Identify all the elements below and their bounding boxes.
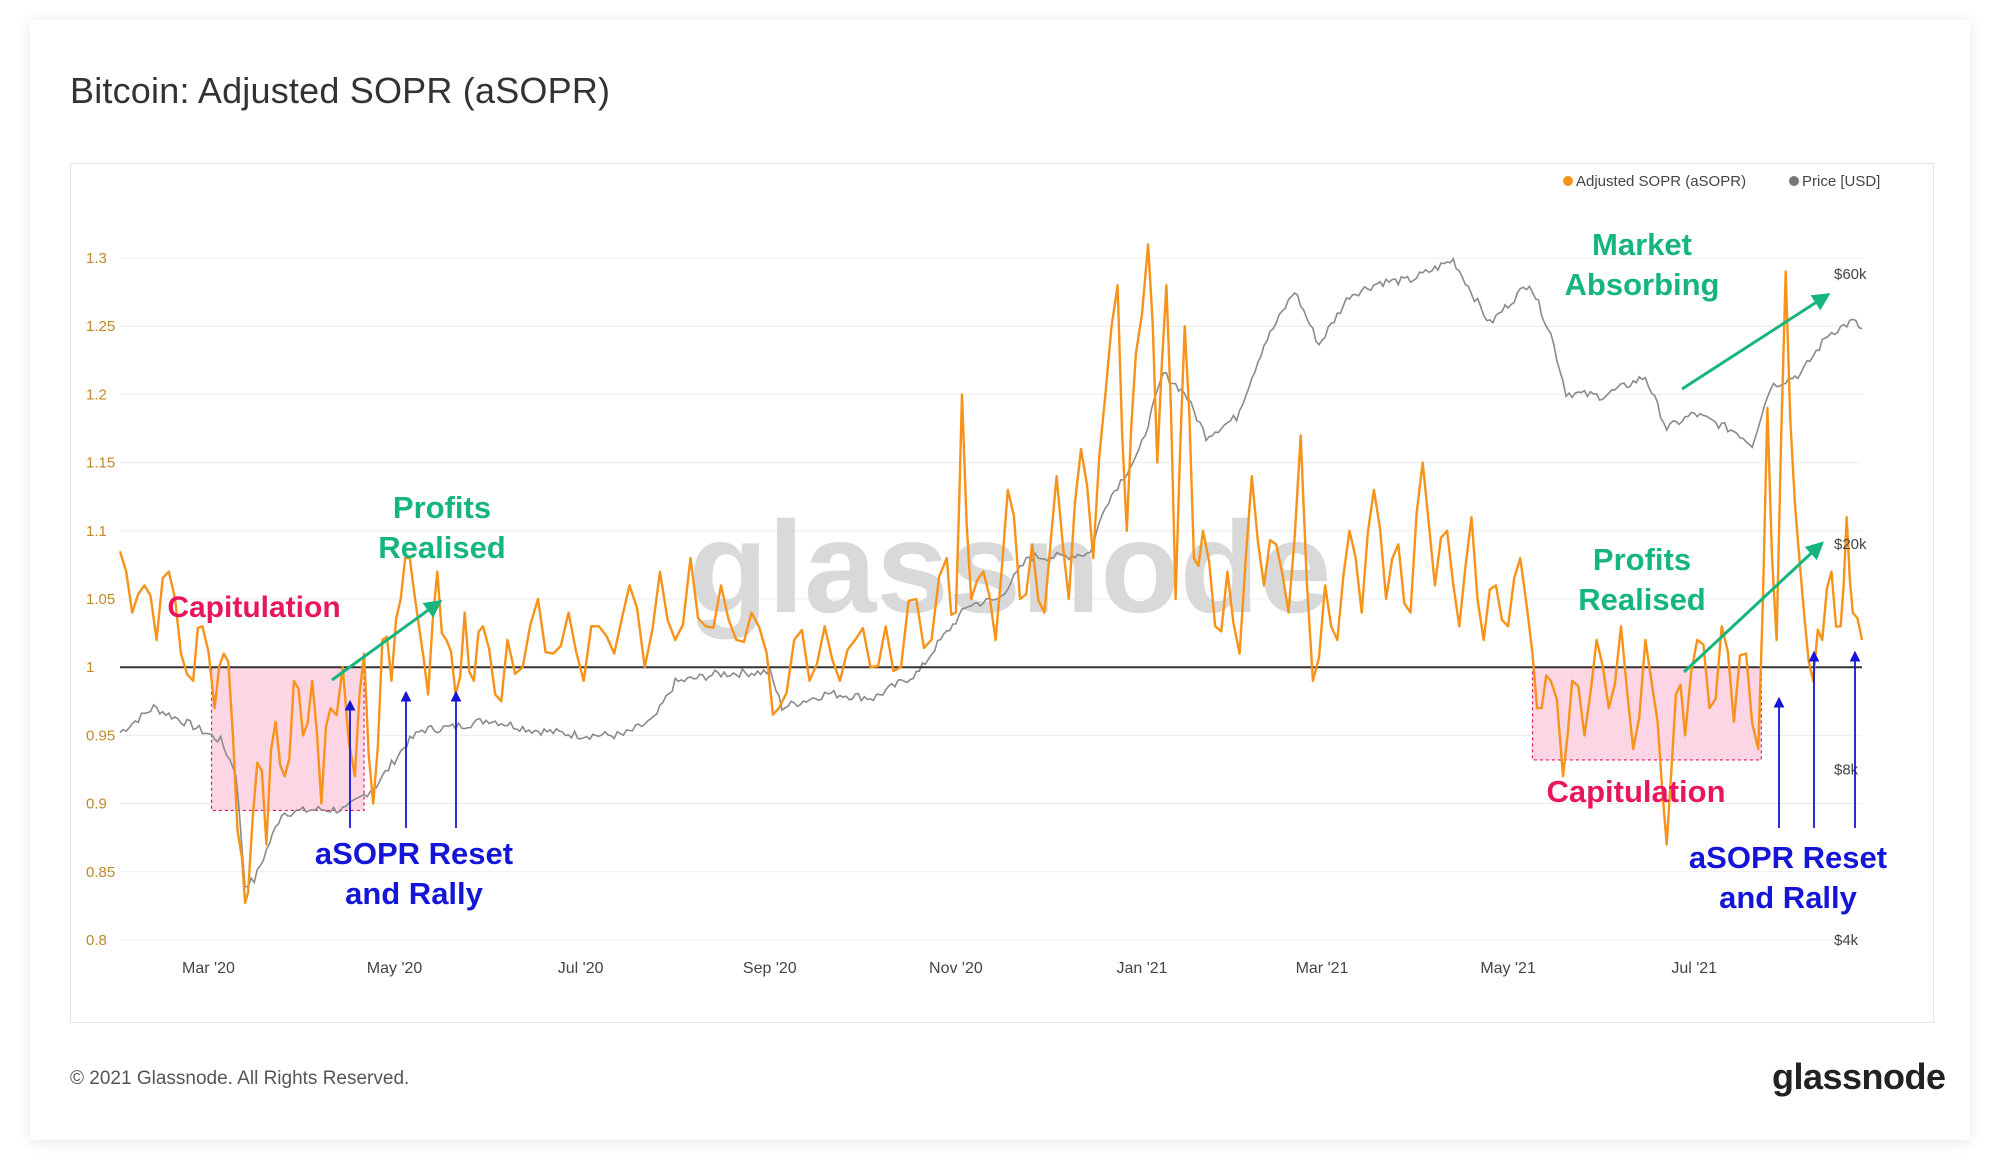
y-axis-right: $4k $8k $20k $60k: [1834, 266, 1867, 949]
legend-label: Adjusted SOPR (aSOPR): [1576, 173, 1746, 190]
annotation-label: Absorbing: [1565, 267, 1720, 302]
annotation-label: Capitulation: [1546, 774, 1725, 809]
annotation-label: Profits: [1593, 542, 1691, 577]
legend-marker: [1789, 176, 1799, 186]
y-left-tick-label: 1.3: [86, 250, 107, 267]
annotation-label: Market: [1592, 227, 1692, 262]
y-left-tick-label: 1.25: [86, 318, 115, 335]
x-tick-label: Jul '21: [1671, 960, 1717, 977]
x-tick-label: Mar '21: [1296, 960, 1349, 977]
capitulation-regions: [210, 666, 1762, 812]
y-left-tick-label: 0.8: [86, 932, 107, 949]
y-axis-left: 0.8 0.85 0.9 0.95 1 1.05 1.1 1.15 1.2 1.25 1.3: [86, 250, 115, 949]
annotation-arrows: [331, 293, 1861, 828]
y-left-tick-label: 1.1: [86, 523, 107, 540]
annotation-label: Profits: [393, 490, 491, 525]
annotation-arrow: [1682, 541, 1824, 674]
annotation-label: and Rally: [1719, 880, 1858, 915]
x-tick-label: May '21: [1480, 960, 1536, 977]
annotation-label: and Rally: [345, 876, 484, 911]
x-tick-label: Mar '20: [182, 960, 235, 977]
y-left-tick-label: 1: [86, 659, 94, 676]
annotation-label: Realised: [378, 530, 506, 565]
legend-label: Price [USD]: [1802, 173, 1880, 190]
annotation-label: Capitulation: [167, 591, 340, 624]
x-axis: Mar '20 May '20 Jul '20 Sep '20 Nov '20 Jan '…: [182, 960, 1717, 977]
x-tick-label: Nov '20: [929, 960, 983, 977]
legend: Adjusted SOPR (aSOPR) Price [USD]: [1563, 173, 1880, 190]
x-tick-label: Jan '21: [1116, 960, 1167, 977]
asopr-series: [118, 243, 1864, 904]
y-left-tick-label: 0.9: [86, 796, 107, 813]
y-left-tick-label: 0.95: [86, 727, 115, 744]
page-title: Bitcoin: Adjusted SOPR (aSOPR): [70, 70, 611, 111]
plot-area: [70, 163, 1934, 1023]
annotation-label: aSOPR Reset: [1689, 840, 1887, 875]
y-right-tick-label: $20k: [1834, 536, 1867, 553]
annotation-label: Realised: [1578, 582, 1706, 617]
asopr-line: [118, 243, 1864, 904]
brand-logo: glassnode: [1772, 1056, 1946, 1097]
x-tick-label: May '20: [367, 960, 423, 977]
y-left-tick-label: 1.05: [86, 591, 115, 608]
y-left-tick-label: 1.2: [86, 386, 107, 403]
annotation-arrow: [1681, 293, 1831, 391]
annotations: Capitulation Profits Realised aSOPR Reset an…: [167, 227, 1887, 915]
legend-marker: [1563, 176, 1573, 186]
y-right-tick-label: $8k: [1834, 762, 1859, 779]
y-right-tick-label: $60k: [1834, 266, 1867, 283]
watermark: glassnode: [689, 494, 1332, 640]
x-tick-label: Jul '20: [558, 960, 604, 977]
x-tick-label: Sep '20: [743, 960, 797, 977]
capitulation-region: [1531, 666, 1762, 761]
copyright: © 2021 Glassnode. All Rights Reserved.: [70, 1068, 410, 1089]
y-left-tick-label: 1.15: [86, 455, 115, 472]
annotation-arrow: [331, 599, 443, 682]
annotation-label: aSOPR Reset: [315, 836, 513, 871]
y-left-tick-label: 0.85: [86, 864, 115, 881]
y-right-tick-label: $4k: [1834, 932, 1859, 949]
